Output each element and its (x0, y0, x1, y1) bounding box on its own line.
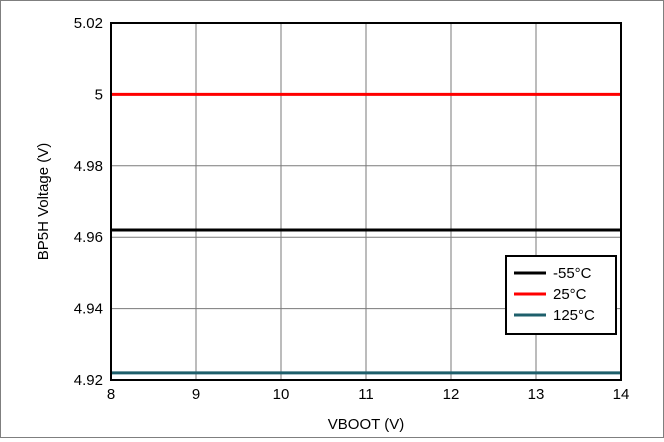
x-tick-label: 13 (528, 386, 545, 403)
legend-label-2: 125°C (553, 307, 595, 324)
y-tick-label: 5 (95, 86, 103, 103)
y-tick-label: 4.94 (74, 301, 103, 318)
x-tick-label: 10 (273, 386, 290, 403)
y-tick-label: 5.02 (74, 15, 103, 32)
y-tick-labels: 4.92 4.94 4.96 4.98 5 5.02 (74, 15, 103, 389)
plot-area-border (110, 22, 622, 381)
x-tick-label: 11 (358, 386, 374, 403)
y-axis-label: BP5H Voltage (V) (35, 143, 52, 261)
x-tick-labels: 8 9 10 11 12 13 14 (107, 386, 630, 403)
x-tick-label: 8 (107, 386, 115, 403)
x-tick-label: 12 (443, 386, 460, 403)
y-tick-label: 4.92 (74, 372, 103, 389)
y-tick-label: 4.98 (74, 158, 103, 175)
y-tick-label: 4.96 (74, 229, 103, 246)
x-axis-label: VBOOT (V) (328, 416, 404, 433)
legend-label-0: -55°C (553, 265, 592, 282)
x-tick-label: 9 (192, 386, 200, 403)
series-layer (111, 92, 621, 375)
x-tick-label: 14 (613, 386, 630, 403)
legend-label-1: 25°C (553, 286, 587, 303)
legend: -55°C 25°C 125°C (505, 255, 617, 335)
